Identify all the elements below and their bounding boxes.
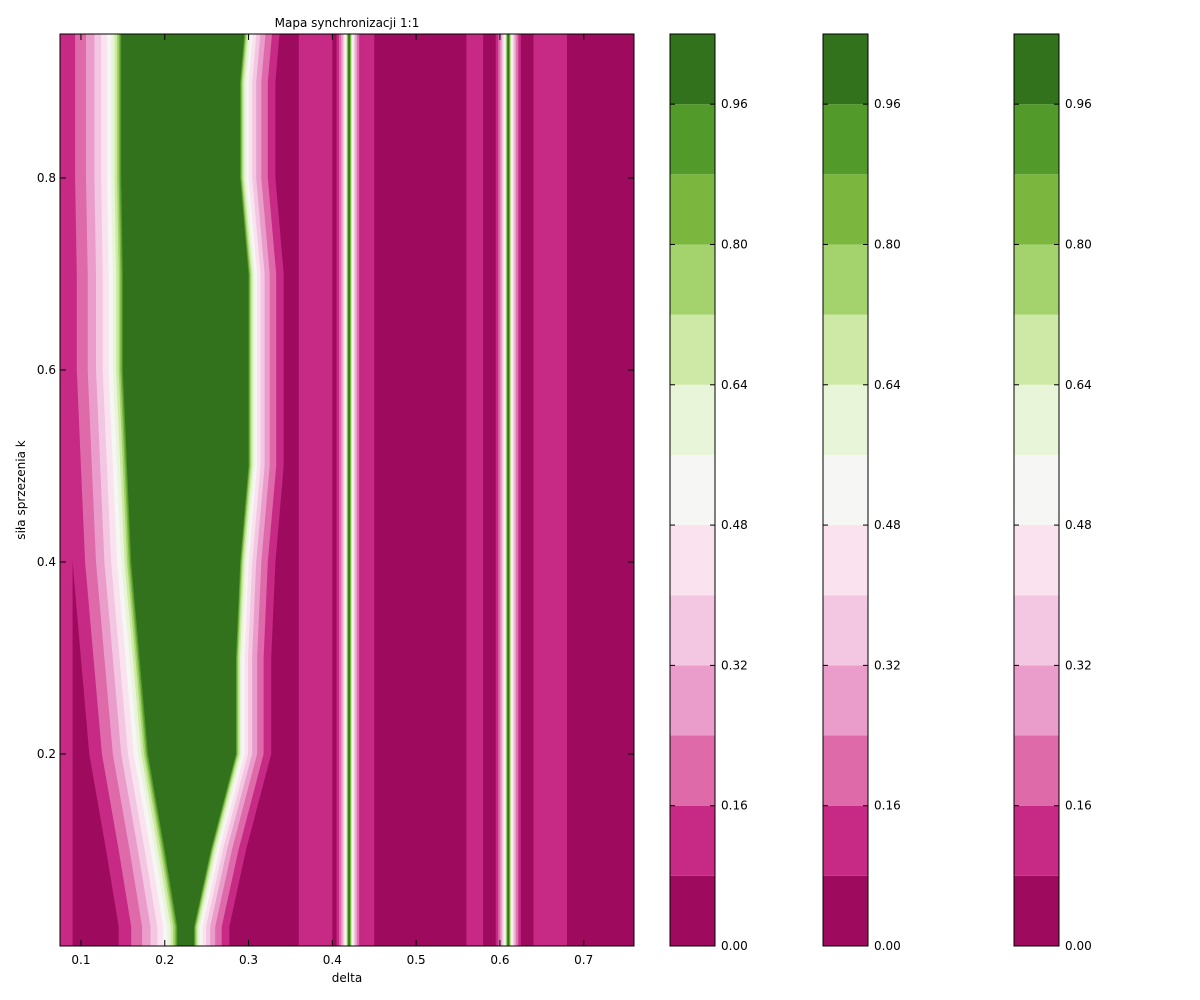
colorbar-tick-label: 0.80 bbox=[1065, 237, 1092, 251]
colorbar-tick-label: 0.64 bbox=[874, 378, 901, 392]
colorbar-frame bbox=[1013, 33, 1060, 947]
colorbar-segment bbox=[670, 244, 715, 315]
colorbar-tick-label: 0.16 bbox=[721, 799, 748, 813]
colorbar: 0.00 0.16 0.32 0.48 0.64 0.80 0.96 bbox=[669, 33, 748, 953]
colorbar-tick-label: 0.00 bbox=[874, 939, 901, 953]
colorbar-segment bbox=[1014, 595, 1059, 666]
y-tick-label: 0.4 bbox=[37, 555, 56, 569]
colorbar-segment bbox=[670, 384, 715, 455]
colorbars: 0.00 0.16 0.32 0.48 0.64 0.80 0.96 0.00 0.16 0.32… bbox=[669, 33, 1092, 953]
colorbar-segment bbox=[1014, 525, 1059, 596]
colorbar-segment bbox=[823, 384, 868, 455]
colorbar-tick-label: 0.80 bbox=[874, 237, 901, 251]
colorbar-segment bbox=[670, 314, 715, 385]
colorbar-segment bbox=[1014, 314, 1059, 385]
colorbar-segment bbox=[823, 525, 868, 596]
colorbar-tick-label: 0.48 bbox=[874, 518, 901, 532]
colorbar: 0.00 0.16 0.32 0.48 0.64 0.80 0.96 bbox=[1013, 33, 1092, 953]
colorbar-segment bbox=[823, 665, 868, 736]
x-tick-label: 0.1 bbox=[71, 953, 90, 967]
y-tick-label: 0.2 bbox=[37, 747, 56, 761]
colorbar-frame bbox=[669, 33, 716, 947]
contour-band-stripe bbox=[533, 34, 567, 946]
colorbar-tick-label: 0.48 bbox=[721, 518, 748, 532]
chart-title: Mapa synchronizacji 1:1 bbox=[275, 16, 420, 30]
colorbar-segment bbox=[1014, 454, 1059, 526]
colorbar-tick-label: 0.00 bbox=[721, 939, 748, 953]
colorbar-segment bbox=[670, 525, 715, 596]
colorbar-tick-label: 0.32 bbox=[1065, 658, 1092, 672]
colorbar-tick-label: 0.48 bbox=[1065, 518, 1092, 532]
x-tick-label: 0.7 bbox=[574, 953, 593, 967]
colorbar-tick-label: 0.16 bbox=[1065, 799, 1092, 813]
colorbar-segment bbox=[823, 314, 868, 385]
x-tick-label: 0.2 bbox=[155, 953, 174, 967]
colorbar: 0.00 0.16 0.32 0.48 0.64 0.80 0.96 bbox=[822, 33, 901, 953]
colorbar-segment bbox=[1014, 805, 1059, 876]
colorbar-tick-label: 0.64 bbox=[721, 378, 748, 392]
colorbar-segment bbox=[670, 805, 715, 876]
contour-band-narrow bbox=[348, 34, 350, 946]
contour-band-stripe bbox=[298, 34, 333, 946]
x-tick-label: 0.4 bbox=[323, 953, 342, 967]
colorbar-segment bbox=[670, 665, 715, 736]
colorbar-segment bbox=[670, 104, 715, 175]
colorbar-segment bbox=[823, 595, 868, 666]
colorbar-tick-label: 0.96 bbox=[874, 97, 901, 111]
colorbar-segment bbox=[1014, 384, 1059, 455]
colorbar-segment bbox=[1014, 104, 1059, 175]
x-tick-label: 0.5 bbox=[407, 953, 426, 967]
colorbar-segment bbox=[670, 735, 715, 806]
colorbar-segment bbox=[670, 875, 715, 946]
colorbar-segment bbox=[1014, 244, 1059, 315]
colorbar-segment bbox=[823, 805, 868, 876]
colorbar-segment bbox=[1014, 34, 1059, 105]
colorbar-segment bbox=[823, 104, 868, 175]
contour-band-stripe bbox=[466, 34, 484, 946]
colorbar-segment bbox=[823, 735, 868, 806]
contour-band-narrow bbox=[507, 34, 510, 946]
y-axis: 0.2 0.4 0.6 0.8 bbox=[37, 171, 634, 761]
colorbar-segment bbox=[1014, 735, 1059, 806]
contour-fills bbox=[60, 34, 634, 946]
contour-band-stripe bbox=[361, 34, 375, 946]
colorbar-tick-label: 0.32 bbox=[874, 658, 901, 672]
colorbar-segment bbox=[823, 174, 868, 245]
colorbar-segment bbox=[1014, 875, 1059, 946]
x-axis: 0.1 0.2 0.3 0.4 0.5 0.6 0.7 bbox=[71, 34, 593, 967]
colorbar-frame bbox=[822, 33, 869, 947]
colorbar-segment bbox=[670, 174, 715, 245]
colorbar-segment bbox=[670, 34, 715, 105]
colorbar-segment bbox=[670, 454, 715, 526]
colorbar-tick-label: 0.80 bbox=[721, 237, 748, 251]
colorbar-segment bbox=[670, 595, 715, 666]
contour-plot: 0.1 0.2 0.3 0.4 0.5 0.6 0.7 0.2 0.4 0.6 0.8 delta… bbox=[14, 33, 635, 985]
colorbar-tick-label: 0.64 bbox=[1065, 378, 1092, 392]
colorbar-tick-label: 0.16 bbox=[874, 799, 901, 813]
y-tick-label: 0.8 bbox=[37, 171, 56, 185]
y-axis-label: siła sprzezenia k bbox=[14, 440, 28, 539]
colorbar-segment bbox=[823, 875, 868, 946]
colorbar-tick-label: 0.96 bbox=[721, 97, 748, 111]
colorbar-segment bbox=[823, 244, 868, 315]
plot-frame bbox=[59, 33, 635, 947]
colorbar-tick-label: 0.00 bbox=[1065, 939, 1092, 953]
colorbar-tick-label: 0.32 bbox=[721, 658, 748, 672]
x-axis-label: delta bbox=[332, 971, 362, 985]
colorbar-tick-label: 0.96 bbox=[1065, 97, 1092, 111]
contour-band-tongue bbox=[121, 34, 249, 946]
colorbar-segment bbox=[1014, 174, 1059, 245]
colorbar-segment bbox=[823, 34, 868, 105]
x-tick-label: 0.6 bbox=[490, 953, 509, 967]
y-tick-label: 0.6 bbox=[37, 363, 56, 377]
colorbar-segment bbox=[823, 454, 868, 526]
colorbar-segment bbox=[1014, 665, 1059, 736]
x-tick-label: 0.3 bbox=[239, 953, 258, 967]
